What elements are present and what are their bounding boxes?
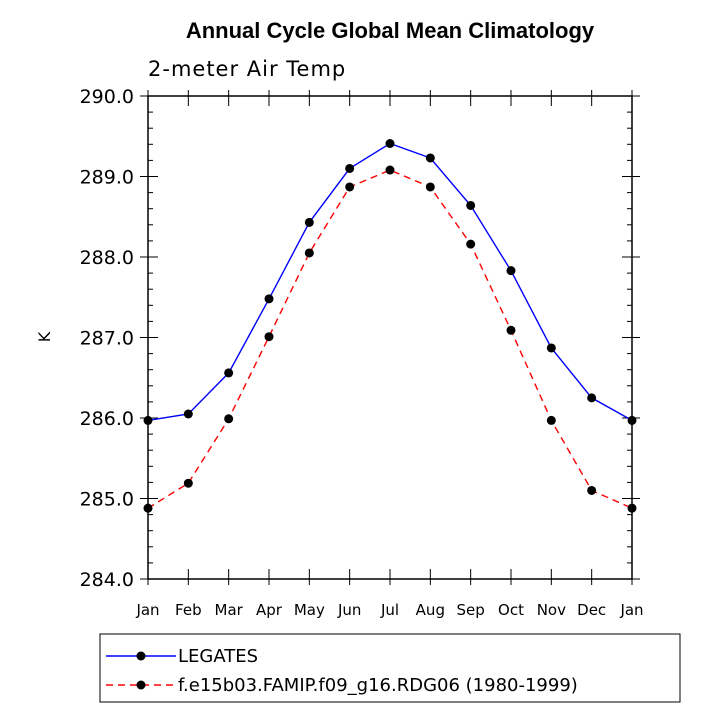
y-tick-label: 284.0 — [80, 569, 134, 591]
data-point-s1 — [466, 239, 476, 249]
axis-ticks-group — [140, 90, 640, 585]
chart-title: Annual Cycle Global Mean Climatology — [186, 18, 595, 43]
legend-box — [99, 633, 681, 703]
x-tick-labels: Jan Feb Mar Apr May Jun Jul Aug Sep Oct Nov Dec Jan — [135, 601, 643, 619]
x-tick-label: Oct — [498, 601, 524, 619]
data-point-s1 — [264, 332, 274, 342]
data-point-s1 — [345, 182, 355, 192]
x-tick-label: Aug — [416, 601, 445, 619]
data-point-s1 — [425, 182, 435, 192]
x-tick-label: Dec — [577, 601, 606, 619]
legend-label-0: LEGATES — [178, 646, 258, 667]
y-tick-labels: 284.0 285.0 286.0 287.0 288.0 289.0 290.0 — [80, 86, 134, 591]
x-tick-label: Jan — [619, 601, 643, 619]
data-point-s0 — [304, 217, 314, 227]
data-point-s1 — [546, 415, 556, 425]
y-tick-label: 286.0 — [80, 408, 134, 430]
data-point-s0 — [425, 153, 435, 163]
x-tick-label: Jan — [135, 601, 159, 619]
y-tick-label: 289.0 — [80, 167, 134, 189]
plot-frame — [147, 95, 633, 580]
data-point-s0 — [224, 368, 234, 378]
data-point-s0 — [264, 294, 274, 304]
legend-label-1: f.e15b03.FAMIP.f09_g16.RDG06 (1980-1999) — [178, 675, 578, 696]
data-point-s0 — [466, 200, 476, 210]
legend-marker-0 — [136, 651, 146, 661]
series-line-1 — [147, 169, 633, 509]
legend-marker-1 — [136, 680, 146, 690]
data-point-s0 — [345, 163, 355, 173]
data-point-s1 — [183, 478, 193, 488]
y-tick-label: 290.0 — [80, 86, 134, 108]
y-axis-label: K — [35, 331, 54, 342]
x-tick-label: Jul — [380, 601, 399, 619]
data-point-s1 — [506, 325, 516, 335]
series-line-0 — [147, 142, 633, 422]
x-tick-label: May — [294, 601, 325, 619]
y-tick-label: 287.0 — [80, 328, 134, 350]
x-tick-label: Sep — [457, 601, 485, 619]
data-point-s0 — [546, 343, 556, 353]
chart-subtitle: 2-meter Air Temp — [148, 57, 346, 81]
series-lines — [147, 142, 633, 509]
data-point-s0 — [587, 393, 597, 403]
data-point-s0 — [385, 138, 395, 148]
data-point-s1 — [385, 165, 395, 175]
data-point-s0 — [183, 409, 193, 419]
x-tick-label: Jun — [337, 601, 361, 619]
series-markers — [143, 138, 637, 513]
legend: LEGATES f.e15b03.FAMIP.f09_g16.RDG06 (198… — [99, 633, 681, 703]
y-tick-label: 288.0 — [80, 247, 134, 269]
y-tick-label: 285.0 — [80, 489, 134, 511]
x-tick-label: Mar — [215, 601, 244, 619]
data-point-s1 — [224, 414, 234, 424]
data-point-s1 — [587, 485, 597, 495]
data-point-s0 — [506, 266, 516, 276]
x-tick-label: Nov — [537, 601, 566, 619]
data-point-s1 — [304, 248, 314, 258]
x-tick-label: Feb — [175, 601, 202, 619]
x-tick-label: Apr — [256, 601, 283, 619]
